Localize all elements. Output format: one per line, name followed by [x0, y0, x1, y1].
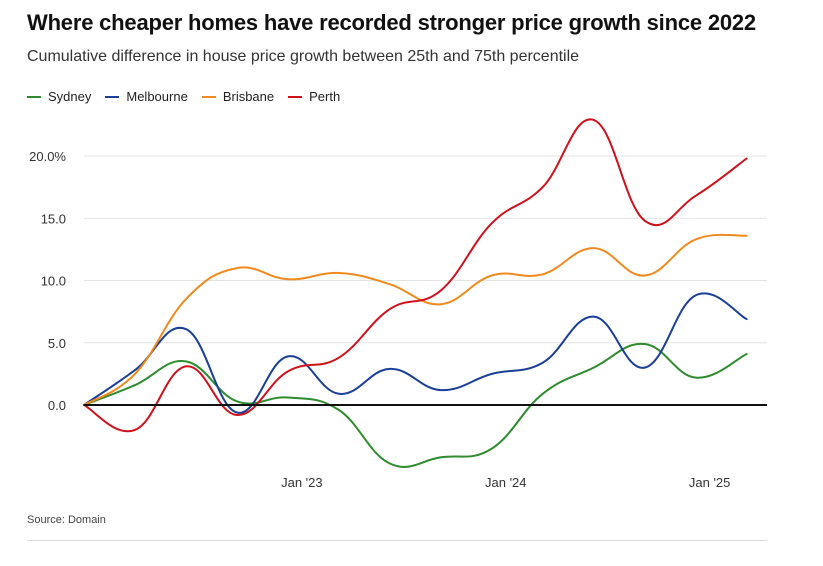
- chart-legend: Sydney Melbourne Brisbane Perth: [27, 89, 340, 104]
- y-tick-label: 0.0: [48, 398, 66, 413]
- y-tick-label: 20.0%: [29, 149, 66, 164]
- legend-item-perth[interactable]: Perth: [288, 89, 340, 104]
- chart-subtitle: Cumulative difference in house price gro…: [27, 48, 580, 65]
- legend-swatch: [288, 95, 303, 98]
- legend-label: Sydney: [48, 89, 92, 104]
- series-line-sydney: [83, 342, 748, 468]
- footer-divider: [27, 540, 767, 541]
- x-tick-label: Jan '25: [689, 475, 731, 490]
- y-tick-label: 10.0: [41, 274, 66, 289]
- y-tick-label: 5.0: [48, 336, 66, 351]
- legend-label: Melbourne: [126, 89, 188, 104]
- legend-item-sydney[interactable]: Sydney: [27, 89, 91, 104]
- legend-swatch: [105, 95, 120, 98]
- legend-label: Perth: [309, 89, 341, 104]
- series-line-perth: [83, 118, 748, 433]
- legend-swatch: [27, 95, 41, 98]
- x-tick-label: Jan '23: [281, 475, 323, 490]
- legend-label: Brisbane: [222, 89, 275, 104]
- legend-item-melbourne[interactable]: Melbourne: [105, 89, 188, 104]
- series-line-melbourne: [83, 292, 748, 414]
- y-tick-label: 15.0: [41, 211, 66, 226]
- chart-title: Where cheaper homes have recorded strong…: [27, 10, 756, 35]
- legend-item-brisbane[interactable]: Brisbane: [201, 89, 275, 104]
- x-tick-label: Jan '24: [485, 475, 527, 490]
- legend-swatch: [201, 95, 216, 98]
- source-note: Source: Domain: [27, 514, 106, 526]
